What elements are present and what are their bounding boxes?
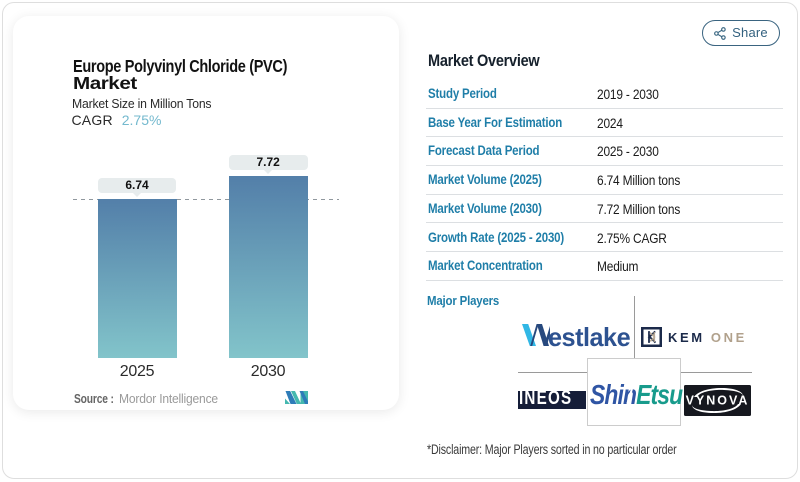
- svg-text:VYNOVA: VYNOVA: [686, 394, 750, 408]
